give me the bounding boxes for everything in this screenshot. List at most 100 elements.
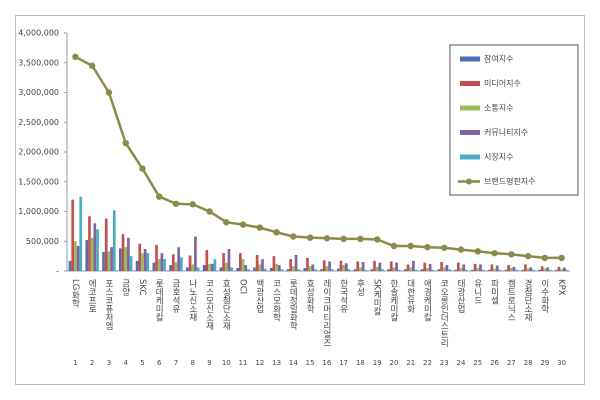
- line-marker: [474, 248, 481, 255]
- line-marker: [524, 252, 532, 260]
- bar: [459, 268, 463, 271]
- x-tick-label: 백광산업: [254, 278, 264, 313]
- bar: [230, 267, 233, 271]
- bar: [404, 269, 407, 271]
- bar: [112, 210, 116, 271]
- legend-label: 소통지수: [484, 104, 513, 113]
- bar: [330, 269, 334, 271]
- bar: [359, 267, 362, 271]
- x-tick-label: 에코프로: [87, 279, 97, 313]
- bar: [93, 223, 97, 271]
- bar: [96, 229, 99, 271]
- bar: [431, 269, 435, 271]
- bar: [562, 267, 566, 271]
- bar: [495, 265, 499, 271]
- bar: [308, 266, 312, 271]
- bar: [227, 248, 231, 271]
- line-marker: [88, 62, 96, 69]
- rank-label: 18: [356, 359, 365, 367]
- y-tick-label: 1,000,000: [18, 207, 59, 216]
- bar: [325, 266, 329, 271]
- bar: [180, 257, 183, 271]
- legend-swatch: [460, 154, 480, 160]
- bar: [127, 237, 130, 271]
- bar: [471, 269, 474, 271]
- bar: [456, 262, 460, 271]
- bar: [515, 269, 519, 271]
- line-marker: [172, 200, 180, 207]
- bar: [364, 269, 368, 271]
- x-tick-label: 롯데정밀화학: [288, 279, 298, 331]
- x-tick-label: 경첨단소재: [523, 278, 533, 322]
- bar: [389, 261, 393, 271]
- bar: [342, 265, 345, 271]
- bar: [76, 246, 80, 271]
- legend-swatch: [460, 81, 480, 86]
- rank-label: 4: [123, 359, 128, 367]
- bar: [557, 266, 561, 271]
- bar: [356, 261, 360, 271]
- x-tick-label: 금호석유: [170, 279, 180, 314]
- rank-label: 9: [207, 359, 211, 367]
- x-tick-label: 롯데케미칼: [154, 279, 164, 322]
- bar: [409, 267, 413, 271]
- bar: [540, 266, 544, 271]
- bar: [202, 265, 206, 271]
- rank-label: 24: [457, 359, 466, 367]
- bar: [529, 267, 533, 271]
- bar: [454, 269, 457, 271]
- bar: [420, 269, 424, 271]
- bar: [247, 269, 250, 271]
- bar: [263, 268, 267, 271]
- x-tick-label: 나노신소재: [187, 279, 197, 322]
- line-marker: [390, 242, 398, 250]
- y-tick-label: 2,500,000: [18, 118, 59, 127]
- rank-label: 29: [540, 359, 549, 367]
- bar: [392, 267, 396, 271]
- bar: [526, 268, 530, 271]
- line-marker: [508, 251, 515, 258]
- y-tick-label: -: [56, 267, 59, 276]
- bar: [85, 240, 89, 271]
- rank-label: 19: [373, 359, 382, 367]
- legend-swatch: [460, 105, 480, 111]
- bar: [196, 267, 200, 271]
- rank-label: 11: [239, 359, 248, 367]
- line-marker: [424, 244, 431, 251]
- bar: [543, 268, 547, 271]
- bar: [440, 262, 443, 271]
- x-tick-label: SK케미칼: [372, 279, 382, 315]
- legend-label: 미디어지수: [484, 78, 521, 88]
- x-tick-label: 태광산업: [456, 279, 466, 313]
- bar: [138, 243, 142, 271]
- bar: [236, 268, 240, 271]
- line-marker: [105, 89, 113, 96]
- rank-label: 13: [272, 359, 281, 367]
- bar: [448, 269, 451, 271]
- x-tick-label: 후성: [355, 279, 365, 296]
- bar: [292, 266, 295, 271]
- x-tick-label: SKC: [137, 279, 147, 296]
- bar: [174, 262, 178, 271]
- y-tick-label: 500,000: [26, 237, 59, 246]
- rank-label: 14: [289, 359, 298, 367]
- bar: [208, 263, 211, 271]
- legend-label: 커뮤니티지수: [484, 127, 528, 137]
- bar: [370, 269, 374, 271]
- bar: [239, 253, 242, 271]
- bar: [213, 259, 217, 271]
- line-marker: [139, 165, 146, 172]
- bar: [507, 265, 510, 271]
- bar: [74, 241, 77, 271]
- bar: [320, 269, 323, 271]
- line-marker: [273, 229, 280, 236]
- bar: [548, 269, 552, 271]
- bar: [328, 261, 331, 271]
- bar: [90, 237, 94, 271]
- line-marker: [290, 233, 297, 240]
- bar: [476, 268, 480, 271]
- rank-label: 25: [473, 359, 482, 367]
- bar: [387, 269, 390, 271]
- bar: [423, 262, 427, 271]
